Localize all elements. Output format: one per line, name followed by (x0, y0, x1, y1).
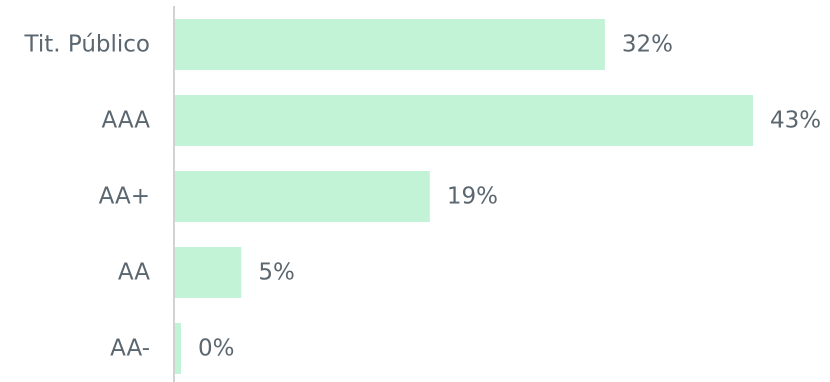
bars-group (174, 19, 753, 374)
value-label-0: 32% (622, 32, 673, 58)
value-label-1: 43% (770, 108, 821, 134)
bar-4 (174, 323, 181, 374)
bar-3 (174, 247, 242, 298)
bar-0 (174, 19, 605, 70)
category-label-3: AA (118, 260, 150, 286)
value-label-2: 19% (447, 184, 498, 210)
category-label-0: Tit. Público (23, 32, 150, 58)
value-label-4: 0% (198, 336, 235, 362)
value-labels-group: 32% 43% 19% 5% 0% (198, 32, 821, 362)
category-label-1: AAA (102, 108, 151, 134)
category-label-4: AA- (110, 336, 150, 362)
category-labels-group: Tit. Público AAA AA+ AA AA- (23, 32, 150, 362)
value-label-3: 5% (258, 260, 295, 286)
bar-1 (174, 95, 753, 146)
bar-2 (174, 171, 430, 222)
category-label-2: AA+ (99, 184, 150, 210)
